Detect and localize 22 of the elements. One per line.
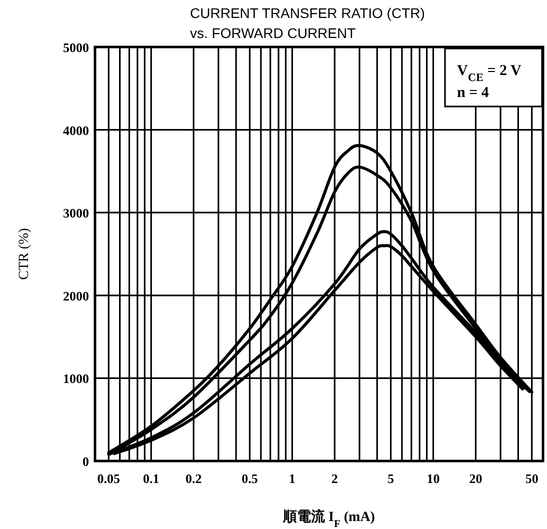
annotation: n = 4: [457, 85, 490, 101]
chart-title: CURRENT TRANSFER RATIO (CTR): [190, 5, 425, 21]
y-tick-label: 5000: [63, 40, 89, 55]
x-axis-title: 順電流 I$_{F}$ (mA): [282, 508, 376, 529]
x-tick-label: 0.2: [185, 471, 202, 486]
y-tick-label: 3000: [63, 206, 89, 221]
y-tick-label: 1000: [63, 371, 89, 386]
annotation: V$_{CE}$ = 2 V: [457, 63, 522, 84]
x-tick-label: 10: [426, 471, 440, 486]
x-tick-label: 2: [331, 471, 338, 486]
y-tick-label: 0: [82, 454, 89, 469]
y-tick-label: 4000: [63, 122, 89, 138]
x-tick-label: 5: [388, 471, 395, 486]
y-axis-title: CTR (%): [17, 228, 32, 280]
x-tick-label: 0.5: [242, 471, 258, 486]
y-tick-label: 2000: [63, 288, 89, 304]
x-tick-label: 1: [288, 471, 296, 486]
x-tick-label: 50: [525, 471, 538, 486]
x-tick-label: 20: [469, 471, 482, 486]
chart-subtitle: vs. FORWARD CURRENT: [190, 25, 356, 41]
x-tick-label: 0.05: [97, 471, 121, 486]
x-tick-label: 0.1: [143, 471, 160, 486]
